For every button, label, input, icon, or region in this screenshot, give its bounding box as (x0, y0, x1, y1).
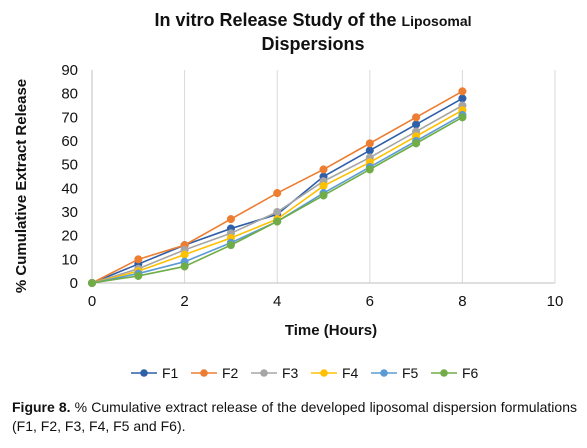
legend-marker-F4 (320, 369, 328, 377)
legend-marker-F6 (440, 369, 448, 377)
point-F2-7 (412, 113, 421, 122)
point-F4-5 (319, 181, 328, 191)
y-tick-label-30: 30 (61, 204, 78, 221)
x-tick-label-8: 8 (458, 293, 466, 310)
point-F6-8 (458, 113, 467, 122)
y-tick-label-0: 0 (70, 275, 78, 292)
axes (91, 70, 555, 284)
point-F6-3 (226, 241, 235, 250)
point-F2-6 (365, 139, 374, 148)
y-tick-label-40: 40 (61, 180, 78, 197)
grid-lines (184, 70, 556, 283)
legend-label-F1: F1 (162, 365, 179, 381)
point-F2-1 (134, 255, 143, 264)
chart-title-line2: Dispersions (261, 34, 364, 54)
caption-label: Figure 8. (12, 399, 71, 415)
series-F6 (87, 113, 467, 288)
point-F6-5 (319, 191, 328, 200)
point-F1-7 (412, 120, 421, 129)
y-tick-label-10: 10 (61, 251, 78, 268)
point-F4-2 (180, 250, 189, 259)
legend-label-F5: F5 (402, 365, 419, 381)
point-F2-3 (226, 215, 235, 224)
caption-text: % Cumulative extract release of the deve… (12, 399, 577, 434)
point-F2-5 (319, 165, 328, 174)
chart-title-line1: In vitro Release Study of the Liposomal (154, 10, 471, 30)
point-F6-1 (134, 271, 143, 280)
legend-marker-F1 (140, 369, 148, 377)
legend-marker-F5 (380, 369, 388, 377)
legend-marker-F3 (260, 369, 268, 377)
x-tick-label-6: 6 (366, 293, 374, 310)
x-tick-label-0: 0 (88, 293, 96, 310)
legend-label-F6: F6 (462, 365, 479, 381)
x-tick-labels: 0 2 4 6 8 10 (88, 293, 564, 310)
point-F2-8 (458, 87, 467, 96)
legend-item-F3: F3 (251, 365, 299, 381)
legend-marker-F2 (200, 369, 208, 377)
y-tick-label-20: 20 (61, 228, 78, 245)
legend: F1 F2 F3 F4 F5 F6 (131, 365, 479, 381)
legend-label-F2: F2 (222, 365, 239, 381)
point-F1-8 (458, 94, 467, 103)
legend-label-F4: F4 (342, 365, 359, 381)
x-tick-label-2: 2 (180, 293, 188, 310)
figure-caption: Figure 8. % Cumulative extract release o… (12, 398, 577, 436)
point-F6-0 (87, 278, 97, 288)
chart-title-small: Liposomal (402, 13, 472, 29)
x-tick-label-4: 4 (273, 293, 281, 310)
point-F1-6 (365, 146, 374, 155)
point-F6-2 (180, 262, 189, 271)
y-tick-labels: 0 10 20 30 40 50 60 70 80 90 (61, 62, 78, 292)
y-tick-label-80: 80 (61, 86, 78, 103)
y-axis-label: % Cumulative Extract Release (13, 79, 30, 293)
legend-item-F2: F2 (191, 365, 239, 381)
legend-item-F4: F4 (311, 365, 359, 381)
point-F6-4 (273, 217, 282, 226)
legend-item-F5: F5 (371, 365, 419, 381)
legend-item-F1: F1 (131, 365, 179, 381)
y-tick-label-90: 90 (61, 62, 78, 79)
point-F6-7 (412, 139, 421, 148)
point-F2-4 (273, 189, 282, 198)
legend-label-F3: F3 (282, 365, 299, 381)
legend-item-F6: F6 (431, 365, 479, 381)
series-lines (87, 87, 467, 288)
y-tick-label-50: 50 (61, 157, 78, 174)
chart-title-main: In vitro Release Study of the (154, 10, 396, 30)
point-F6-6 (365, 165, 374, 174)
point-F3-4 (273, 207, 282, 217)
y-tick-label-70: 70 (61, 109, 78, 126)
x-axis-label: Time (Hours) (285, 322, 377, 339)
y-tick-label-60: 60 (61, 133, 78, 150)
x-tick-label-10: 10 (547, 293, 564, 310)
